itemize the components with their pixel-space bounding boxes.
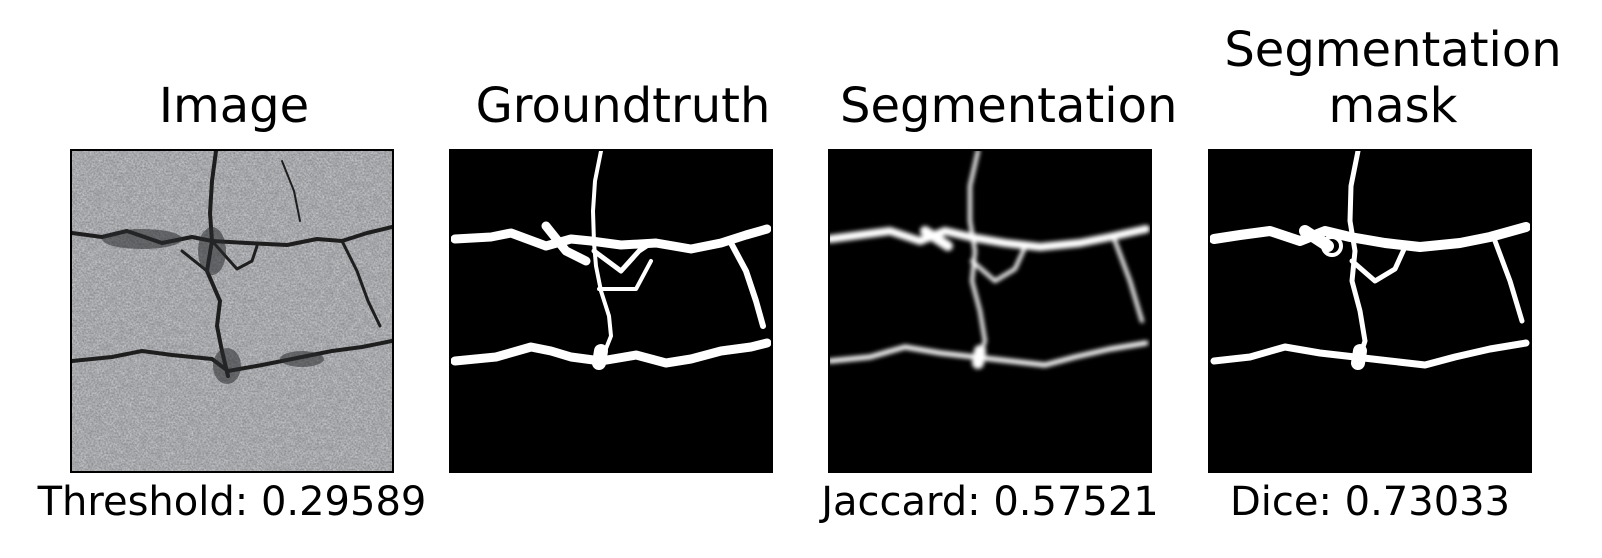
groundtruth-mask [451, 151, 771, 471]
asphalt-image-panel [70, 149, 394, 473]
panel-title-segmentation: Segmentation [840, 78, 1178, 134]
asphalt-crack-image [72, 151, 392, 471]
segmentation-mask-panel [1208, 149, 1532, 473]
segmentation-panel [828, 149, 1152, 473]
threshold-caption: Threshold: 0.29589 [37, 479, 427, 525]
panel-title-groundtruth: Groundtruth [475, 78, 771, 134]
segmentation-mask [1210, 151, 1530, 471]
jaccard-caption: Jaccard: 0.57521 [821, 479, 1159, 525]
panel-title-image: Image [158, 78, 310, 134]
dice-caption: Dice: 0.73033 [1229, 479, 1511, 525]
segmentation-map [830, 151, 1150, 471]
panel-title-segmentation-mask: Segmentation mask [1224, 22, 1562, 134]
groundtruth-panel [449, 149, 773, 473]
